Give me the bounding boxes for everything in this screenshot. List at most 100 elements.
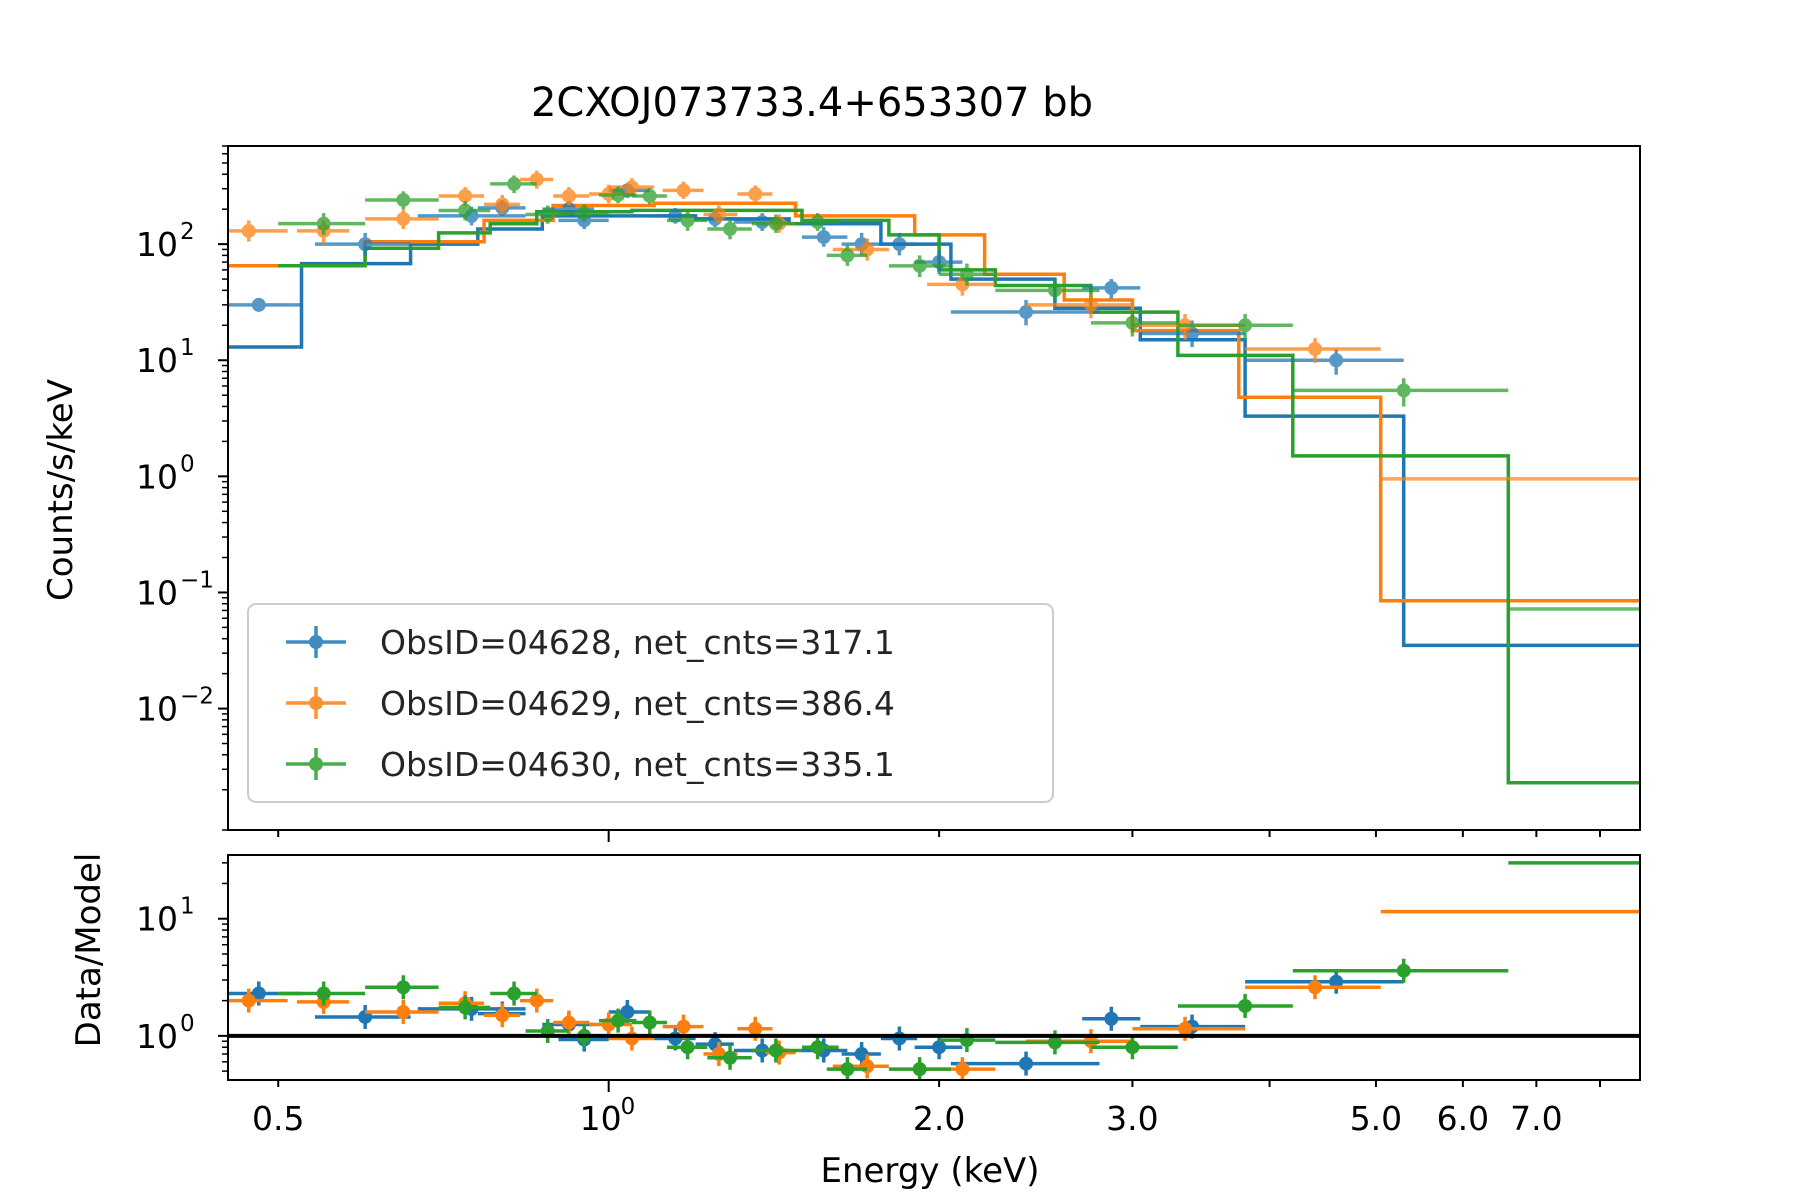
data-point-s3-17 [1090,312,1178,337]
x-tick-label-2: 10 [580,1099,622,1138]
ratio-point-s2-5 [484,1003,520,1028]
top-y-tick-exp-2: 1 [180,335,195,361]
top-y-tick-label-5: 10 [136,690,178,729]
x-tick-label-4: 3.0 [1106,1099,1158,1138]
ratio-point-s1-13 [880,1026,918,1051]
ratio-point-s1-12 [841,1042,881,1067]
ratio-point-s2-3 [365,999,439,1024]
ratio-point-s3-12 [801,1035,839,1060]
data-point-s3-12 [801,213,839,231]
data-point-s2-1 [228,220,288,242]
ratio-point-s3-10 [707,1045,752,1070]
ratio-point-s3-4 [490,981,537,1006]
legend-label-2: ObsID=04629, net_cnts=386.4 [380,684,895,723]
data-point-s1-11 [801,227,848,247]
data-point-s2-18 [1245,338,1381,363]
ratio-point-s1-15 [950,1051,1100,1076]
legend-box [247,603,1054,803]
ratio-point-s3-3 [438,995,491,1020]
data-point-s2-3 [365,209,439,229]
data-point-s3-7 [599,186,637,204]
legend: ObsID=04628, net_cnts=317.1 ObsID=04629, … [247,603,1054,803]
x-tick-label-1: 0.5 [252,1099,304,1138]
bottom-y-axis-label: Data/Model [69,853,109,1048]
top-y-tick-label-3: 10 [136,457,178,496]
data-point-s3-2 [365,191,439,210]
data-point-s1-13 [880,232,918,256]
data-point-s1-18 [1245,348,1404,375]
data-point-s3-14 [888,255,951,278]
x-tick-exp-2: 0 [621,1094,636,1120]
ratio-plot-area [228,861,1640,1080]
legend-label-1: ObsID=04628, net_cnts=317.1 [380,623,895,662]
ratio-point-s1-18 [1245,969,1404,994]
ratio-point-s3-14 [888,1057,951,1080]
ratio-point-s3-17 [1090,1035,1178,1060]
data-point-s2-12 [737,185,773,204]
x-tick-label-3: 2.0 [913,1099,965,1138]
data-point-s3-9 [666,210,708,231]
data-point-s3-6 [558,204,609,223]
data-point-s2-10 [662,181,704,199]
data-point-s3-10 [707,218,752,240]
data-point-s3-18 [1177,314,1293,340]
data-point-s1-16 [1082,279,1141,299]
spectrum-plot-area [228,170,1640,785]
data-point-s2-9 [608,178,655,196]
ratio-point-s3-2 [365,975,439,1000]
ratio-point-s3-11 [751,1038,802,1063]
data-point-s3-8 [631,187,667,205]
top-y-tick-exp-4: −1 [180,567,214,593]
ratio-point-s2-18 [1245,975,1381,1000]
top-y-tick-label-4: 10 [136,573,178,612]
top-y-tick-exp-5: −2 [180,684,214,710]
data-point-s3-15 [939,263,996,286]
data-point-s2-16 [1026,292,1133,319]
x-tick-label-7: 7.0 [1510,1099,1562,1138]
ratio-point-s3-9 [666,1035,708,1060]
ratio-panel: 10 110 00.5 10 0 2.0 3.0 5.0 6.0 7.0 [136,854,1641,1138]
ratio-point-s2-17 [1132,1016,1246,1041]
data-point-s2-7 [553,187,590,206]
data-point-s2-4 [438,187,485,206]
top-y-tick-exp-1: 2 [180,219,195,245]
data-point-s2-6 [519,170,554,189]
ratio-point-s1-11 [801,1038,848,1063]
ratio-point-s3-19 [1292,958,1509,983]
model-step-line-2 [228,201,1640,603]
top-y-tick-label-1: 10 [136,225,178,264]
bottom-y-tick-exp-1: 1 [180,894,195,920]
data-point-s3-4 [490,175,537,194]
ratio-point-s3-18 [1177,993,1293,1018]
ratio-point-s3-8 [631,1010,667,1035]
data-point-s1-2 [314,232,411,256]
data-point-s3-16 [995,279,1100,302]
legend-entry-2: ObsID=04629, net_cnts=386.4 [286,684,895,723]
ratio-point-s1-16 [1082,1006,1141,1031]
data-point-s3-13 [826,245,868,266]
ratio-point-s3-7 [599,1008,637,1033]
ratio-point-s3-13 [826,1057,868,1080]
ratio-point-s2-9 [608,1026,655,1051]
ratio-point-s3-1 [278,981,366,1006]
bottom-y-tick-label-1: 10 [136,900,178,939]
top-y-axis-label: Counts/s/keV [41,379,81,601]
x-axis-label: Energy (keV) [820,1151,1039,1191]
ratio-point-s2-1 [228,988,288,1013]
legend-entry-1: ObsID=04628, net_cnts=317.1 [286,623,895,662]
bottom-axes-frame [227,854,1641,1081]
model-step-line-1 [228,214,1640,648]
data-point-s2-5 [484,194,520,215]
ratio-point-s1-2 [314,1004,411,1029]
top-y-tick-label-2: 10 [136,341,178,380]
data-point-s3-3 [438,201,491,221]
model-step-line-3 [278,208,1640,785]
data-point-s3-19 [1292,378,1509,407]
data-point-s1-1 [228,297,302,312]
legend-label-3: ObsID=04630, net_cnts=335.1 [380,745,895,784]
data-point-s2-11 [703,205,738,224]
top-y-tick-exp-3: 0 [180,451,195,477]
legend-entry-3: ObsID=04630, net_cnts=335.1 [286,745,895,784]
